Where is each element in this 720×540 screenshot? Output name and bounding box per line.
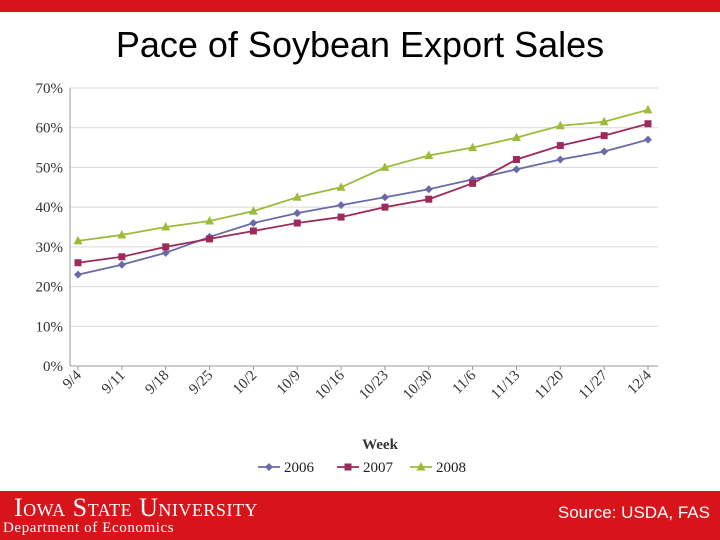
y-tick-label: 30%	[36, 240, 64, 256]
data-point-2008	[643, 104, 653, 114]
x-tick-label: 11/13	[488, 368, 523, 403]
x-tick-label: 12/4	[625, 367, 656, 398]
data-point-2007	[337, 213, 345, 221]
x-axis-label: Week	[362, 437, 398, 453]
data-point-2007	[469, 179, 477, 187]
data-point-2007	[206, 235, 214, 243]
data-point-2008	[336, 182, 346, 191]
data-point-2007	[425, 195, 433, 203]
data-point-2006	[468, 175, 477, 184]
data-point-2006	[380, 193, 389, 202]
line-chart: 0% 10% 20% 30% 40% 50% 60% 70% 9/4 9/11 9/18 9/25 10…	[36, 81, 658, 476]
data-point-2008	[205, 216, 215, 225]
x-tick-label: 11/20	[532, 368, 567, 403]
y-tick-label: 10%	[36, 319, 64, 335]
x-tick-label: 10/2	[230, 368, 260, 398]
department-label: Department of Economics	[3, 520, 175, 536]
x-tick-label: 9/11	[99, 368, 129, 398]
series-line-2007	[77, 122, 649, 264]
legend-marker-2008	[416, 462, 426, 471]
data-point-2007	[600, 132, 608, 140]
data-point-2008	[380, 162, 390, 171]
data-point-2007	[381, 203, 389, 211]
y-tick-label: 50%	[36, 160, 64, 176]
legend-label-2006: 2006	[284, 460, 315, 476]
legend-label-2008: 2008	[436, 460, 466, 476]
x-tick-label: 9/4	[60, 367, 85, 392]
data-point-2008	[555, 120, 565, 130]
legend-marker-2007	[344, 463, 352, 471]
data-point-2008	[117, 229, 127, 239]
x-tick-label: 11/27	[576, 367, 611, 402]
x-tick-label: 10/30	[400, 368, 435, 403]
university-logo[interactable]: Iowa State University	[14, 493, 258, 522]
legend-label-2007: 2007	[363, 460, 394, 476]
data-point-2006	[600, 147, 609, 156]
data-point-2006	[424, 185, 433, 194]
series-line-2006	[77, 138, 649, 276]
y-tick-label: 40%	[36, 200, 64, 216]
data-point-2008	[511, 132, 521, 142]
data-point-2006	[74, 270, 82, 279]
data-point-2006	[117, 260, 126, 269]
footer-bar: Iowa State University Department of Econ…	[0, 491, 720, 540]
source-label: Source: USDA, FAS	[557, 503, 710, 522]
x-tick-label: 11/6	[450, 367, 480, 397]
y-tick-label: 0%	[43, 359, 63, 375]
y-tick-label: 70%	[36, 81, 64, 97]
data-point-2008	[161, 222, 171, 231]
y-tick-label: 20%	[36, 280, 64, 296]
data-point-2006	[512, 165, 521, 174]
data-point-2008	[468, 142, 478, 152]
data-point-2008	[73, 235, 83, 245]
x-tick-label: 10/23	[356, 368, 391, 403]
slide-title: Pace of Soybean Export Sales	[115, 24, 605, 65]
data-point-2006	[644, 135, 652, 144]
data-point-2007	[512, 155, 520, 163]
x-tick-label: 9/25	[186, 368, 216, 398]
data-point-2006	[556, 155, 565, 164]
data-point-2008	[248, 206, 258, 215]
data-point-2007	[74, 259, 82, 267]
data-point-2007	[162, 243, 170, 251]
top-accent-bar	[0, 0, 720, 12]
data-point-2007	[293, 219, 301, 227]
x-tick-label: 9/18	[142, 368, 172, 398]
data-point-2007	[118, 253, 126, 261]
y-tick-label: 60%	[36, 121, 64, 137]
data-point-2006	[293, 209, 302, 218]
legend-marker-2006	[265, 463, 273, 471]
x-tick-label: 10/16	[312, 367, 348, 403]
x-tick-label: 10/9	[274, 368, 304, 398]
data-point-2007	[644, 120, 652, 128]
data-point-2008	[424, 150, 434, 160]
data-point-2006	[249, 219, 258, 228]
data-point-2006	[161, 248, 170, 257]
series-line-2008	[77, 108, 649, 242]
data-point-2007	[249, 227, 257, 235]
data-point-2006	[337, 201, 346, 210]
data-point-2007	[556, 142, 564, 150]
data-point-2008	[292, 192, 302, 201]
data-point-2008	[599, 116, 609, 126]
